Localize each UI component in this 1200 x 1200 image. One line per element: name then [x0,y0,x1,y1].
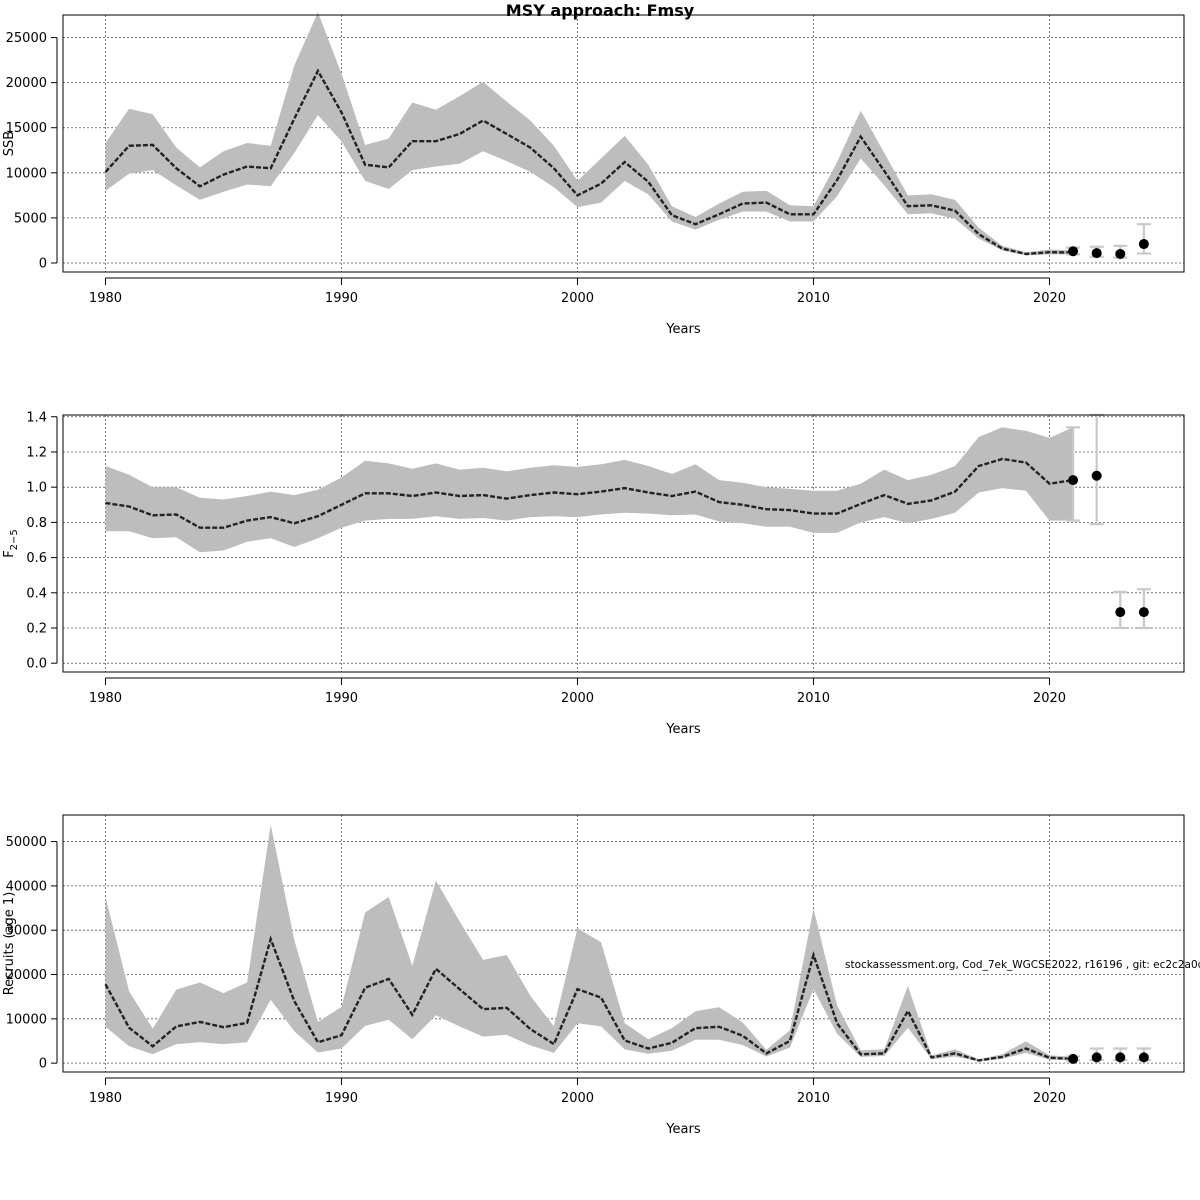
forecast-point [1138,607,1149,618]
forecast-point [1091,470,1102,481]
x-tick-label: 1980 [89,691,122,706]
forecast-point [1115,248,1126,259]
x-tick-label: 2020 [1033,1091,1066,1106]
forecast-point [1091,248,1102,259]
plot-frame [62,414,1185,673]
forecast-point [1138,1052,1149,1063]
y-tick-label: 1.2 [26,445,47,460]
y-tick-label: 0 [39,1057,47,1072]
x-tick-label: 2000 [561,1091,594,1106]
x-tick-label: 1990 [325,691,358,706]
y-tick-label: 0.0 [26,657,47,672]
forecast-point [1091,1052,1102,1063]
y-tick-label: 15000 [6,121,47,136]
x-axis-label: Years [665,722,701,737]
forecast-point [1068,246,1079,257]
estimate-line [104,68,1074,256]
x-tick-label: 2010 [797,691,830,706]
confidence-band [105,12,1074,256]
y-axis-label: F2−5 [2,529,20,558]
y-axis-label-subscript: 2−5 [9,529,20,550]
plot-frame [62,14,1185,273]
panel-1: 1980 1990 2000 2010 2020 Years 0 5000 10000 15000… [2,12,1185,337]
x-tick-label: 2010 [797,1091,830,1106]
figure-title: MSY approach: Fmsy [506,1,695,20]
forecast-point [1115,1052,1126,1063]
y-tick-label: 30000 [6,924,47,939]
y-tick-label: 0.8 [26,516,47,531]
x-tick-label: 2010 [797,291,830,306]
confidence-band [105,427,1074,553]
y-tick-label: 25000 [6,31,47,46]
forecast-point [1068,1053,1079,1064]
y-tick-label: 0.2 [26,621,47,636]
x-tick-label: 2020 [1033,691,1066,706]
confidence-band [105,824,1074,1062]
y-tick-label: 40000 [6,879,47,894]
x-tick-label: 2000 [561,691,594,706]
panels: 1980 1990 2000 2010 2020 Years 0 5000 10000 15000… [2,12,1185,1137]
x-axis-label: Years [665,1122,701,1137]
x-tick-label: 1990 [325,1091,358,1106]
y-tick-label: 0 [39,256,47,271]
panel-2: 1980 1990 2000 2010 2020 Years 0.0 0.2 0.4 0.6 0.8… [2,410,1185,737]
y-tick-label: 5000 [14,211,47,226]
x-axis-label: Years [665,322,701,337]
y-tick-label: 50000 [6,835,47,850]
y-tick-label: 20000 [6,968,47,983]
x-tick-label: 1980 [89,1091,122,1106]
x-tick-label: 1990 [325,291,358,306]
y-tick-label: 10000 [6,1012,47,1027]
forecast-point [1115,607,1126,618]
y-axis-label-main: F [2,550,17,557]
x-tick-label: 2000 [561,291,594,306]
panel-3: 1980 1990 2000 2010 2020 Years 0 10000 20000 3000… [2,814,1185,1137]
y-tick-label: 1.4 [26,410,47,425]
forecast-point [1068,475,1079,486]
x-tick-label: 2020 [1033,291,1066,306]
plot-frame [62,814,1185,1073]
estimate-line [105,457,1074,529]
y-tick-label: 20000 [6,76,47,91]
watermark: stockassessment.org, Cod_7ek_WGCSE2022, … [845,959,1200,971]
y-tick-label: 0.6 [26,551,47,566]
estimate-line [104,935,1074,1062]
forecast-point [1138,239,1149,250]
x-tick-label: 1980 [89,291,122,306]
y-axis-label: SSB [2,131,17,156]
y-tick-label: 1.0 [26,481,47,496]
y-tick-label: 0.4 [26,586,47,601]
y-tick-label: 10000 [6,166,47,181]
y-axis-label: Recruits (age 1) [2,892,17,996]
